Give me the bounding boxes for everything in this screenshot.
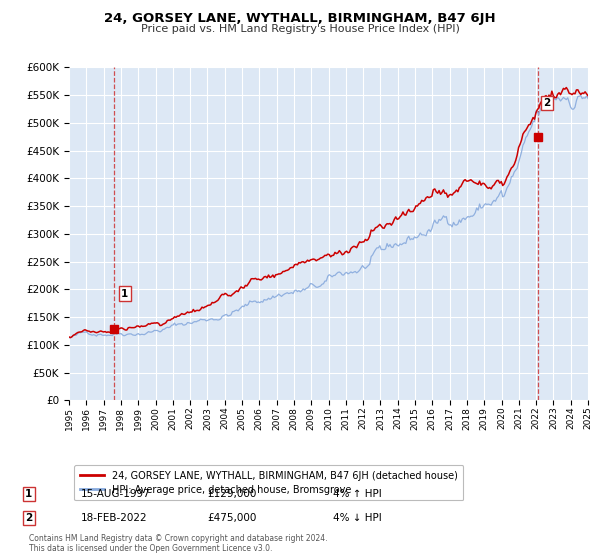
Text: Price paid vs. HM Land Registry's House Price Index (HPI): Price paid vs. HM Land Registry's House … [140, 24, 460, 34]
Text: 24, GORSEY LANE, WYTHALL, BIRMINGHAM, B47 6JH: 24, GORSEY LANE, WYTHALL, BIRMINGHAM, B4… [104, 12, 496, 25]
Text: 4% ↓ HPI: 4% ↓ HPI [333, 513, 382, 523]
Text: Contains HM Land Registry data © Crown copyright and database right 2024.: Contains HM Land Registry data © Crown c… [29, 534, 328, 543]
Text: This data is licensed under the Open Government Licence v3.0.: This data is licensed under the Open Gov… [29, 544, 272, 553]
Text: £129,000: £129,000 [207, 489, 256, 499]
Text: 1: 1 [121, 288, 128, 298]
Legend: 24, GORSEY LANE, WYTHALL, BIRMINGHAM, B47 6JH (detached house), HPI: Average pri: 24, GORSEY LANE, WYTHALL, BIRMINGHAM, B4… [74, 465, 463, 501]
Text: 1: 1 [25, 489, 32, 499]
Text: 2: 2 [25, 513, 32, 523]
Text: 2: 2 [544, 98, 551, 108]
Text: 18-FEB-2022: 18-FEB-2022 [81, 513, 148, 523]
Text: 4% ↑ HPI: 4% ↑ HPI [333, 489, 382, 499]
Text: £475,000: £475,000 [207, 513, 256, 523]
Text: 15-AUG-1997: 15-AUG-1997 [81, 489, 151, 499]
